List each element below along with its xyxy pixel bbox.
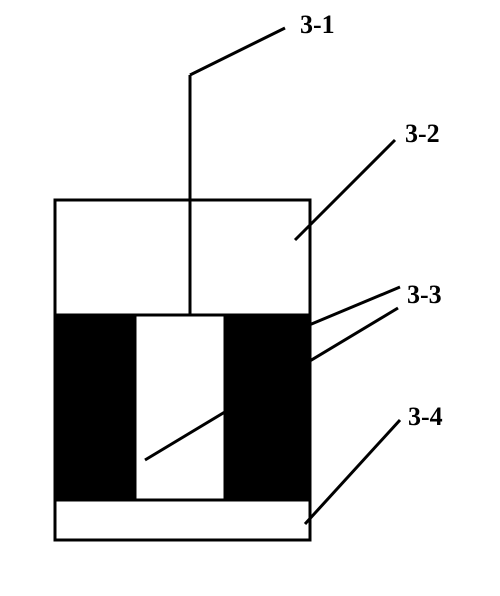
leader-3-4 bbox=[305, 420, 400, 524]
center-white-block bbox=[135, 315, 225, 500]
leader-3-1 bbox=[190, 28, 285, 75]
labeled-block-diagram: 3-1 3-2 3-3 3-4 bbox=[0, 0, 500, 596]
label-3-3: 3-3 bbox=[407, 280, 442, 309]
leader-3-2 bbox=[295, 140, 395, 240]
label-3-4: 3-4 bbox=[408, 402, 443, 431]
label-3-2: 3-2 bbox=[405, 119, 440, 148]
right-black-block bbox=[225, 315, 310, 500]
left-black-block bbox=[55, 315, 135, 500]
label-3-1: 3-1 bbox=[300, 10, 335, 39]
